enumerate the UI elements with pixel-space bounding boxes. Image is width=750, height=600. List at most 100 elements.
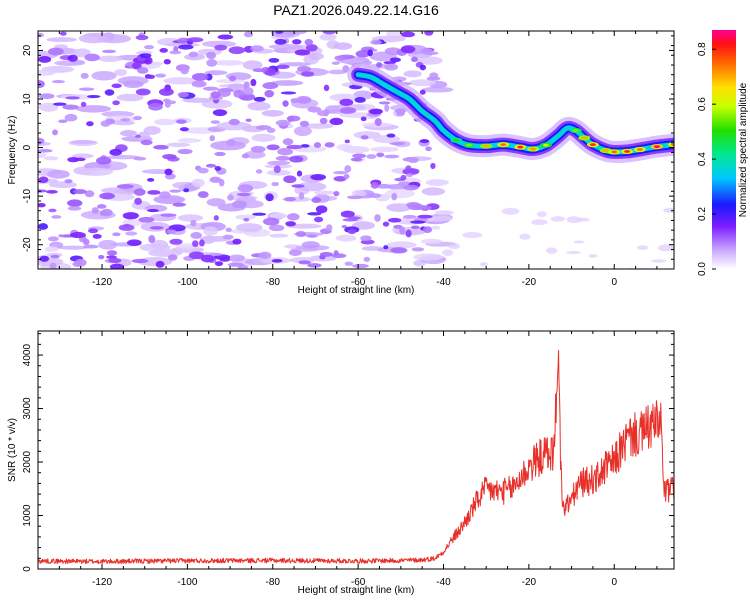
noise-haze-blob	[386, 203, 412, 212]
noise-blob	[411, 247, 425, 252]
x-tick-label: -100	[177, 277, 197, 288]
noise-haze-blob	[43, 156, 59, 161]
noise-blob	[99, 210, 110, 216]
noise-blob	[400, 45, 416, 54]
noise-blob	[264, 89, 275, 98]
noise-blob	[333, 170, 348, 175]
noise-blob	[360, 116, 367, 122]
snr-frame	[37, 330, 675, 570]
noise-blob	[135, 34, 149, 41]
noise-blob	[403, 184, 419, 191]
noise-blob	[58, 234, 64, 238]
noise-blob	[366, 154, 377, 159]
noise-blob	[82, 244, 99, 249]
noise-haze-blob	[296, 181, 327, 192]
noise-blob	[225, 227, 232, 233]
noise-faint-blob	[550, 216, 566, 222]
noise-blob	[284, 196, 296, 202]
ridge-hotspot-core	[483, 144, 490, 148]
noise-blob	[296, 170, 303, 177]
noise-blob	[295, 95, 312, 104]
noise-blob	[326, 224, 333, 231]
noise-blob	[319, 251, 333, 257]
noise-blob	[80, 101, 87, 107]
noise-blob	[38, 93, 55, 100]
y-tick-label: 20	[22, 44, 33, 56]
noise-blob	[96, 204, 107, 209]
y-tick-label: 0	[22, 144, 33, 150]
ridge-hotspot-core	[453, 138, 460, 142]
noise-haze-blob	[313, 190, 336, 195]
noise-blob	[163, 98, 171, 103]
noise-blob	[266, 144, 280, 151]
noise-blob	[384, 63, 399, 71]
noise-haze-blob	[421, 187, 445, 196]
noise-blob	[209, 176, 222, 183]
noise-blob	[133, 115, 142, 121]
ridge-hotspot-core	[589, 143, 596, 147]
noise-blob	[65, 96, 80, 100]
x-tick-label: -120	[92, 277, 112, 288]
noise-haze-blob	[235, 223, 263, 232]
noise-haze-blob	[78, 167, 114, 176]
noise-blob	[147, 190, 161, 195]
noise-blob	[190, 232, 203, 239]
noise-haze-blob	[329, 93, 358, 102]
x-tick-label: -60	[351, 577, 366, 588]
x-tick-label: -60	[351, 277, 366, 288]
noise-blob	[317, 110, 330, 117]
noise-blob	[100, 120, 111, 127]
noise-haze-blob	[38, 151, 47, 159]
noise-haze-blob	[201, 40, 236, 48]
noise-blob	[101, 49, 117, 54]
noise-haze-blob	[351, 221, 375, 230]
noise-blob	[160, 213, 177, 217]
noise-blob	[158, 88, 174, 96]
x-tick-label: -120	[92, 577, 112, 588]
colorbar-tick-label: 0.0	[697, 262, 708, 276]
noise-haze-blob	[386, 241, 417, 249]
noise-haze-blob	[201, 235, 216, 245]
colorbar-ticks: 0.0 0.2 0.4 0.6 0.8	[697, 42, 716, 276]
noise-faint-blob	[531, 219, 548, 226]
noise-haze-blob	[301, 241, 320, 249]
y-tick-label: 10	[22, 93, 33, 105]
noise-blob	[109, 148, 122, 156]
snr-y-label: SNR (10 * v/v)	[7, 418, 18, 482]
noise-haze-blob	[308, 52, 324, 60]
noise-blob	[217, 34, 234, 40]
colorbar-tick-label: 0.8	[697, 42, 708, 56]
noise-blob	[140, 139, 153, 146]
noise-blob	[47, 47, 64, 56]
snr-y-ticks: 0 1000 2000 3000 4000	[22, 333, 674, 572]
noise-blob	[370, 39, 382, 45]
noise-blob	[134, 197, 142, 205]
noise-blob	[315, 205, 328, 214]
noise-blob	[282, 100, 289, 107]
noise-haze-blob	[116, 93, 144, 102]
snr-x-ticks: -120 -100 -80 -60 -40 -20 0	[58, 331, 658, 588]
noise-blob	[307, 263, 322, 268]
noise-blob	[424, 31, 434, 36]
noise-blob	[133, 156, 147, 161]
noise-blob	[166, 229, 177, 235]
noise-blob	[271, 258, 283, 263]
noise-blob	[389, 57, 401, 63]
snr-plot-area	[38, 331, 674, 569]
noise-blob	[164, 168, 173, 176]
y-tick-label: 2000	[22, 450, 33, 473]
noise-haze-blob	[243, 150, 266, 159]
noise-blob	[147, 74, 156, 79]
x-tick-label: -40	[436, 577, 451, 588]
noise-blob	[298, 260, 311, 265]
noise-faint-blob	[573, 240, 585, 244]
y-tick-label: 3000	[22, 397, 33, 420]
noise-blob	[374, 118, 382, 127]
noise-haze-blob	[293, 126, 312, 137]
noise-blob	[333, 190, 340, 197]
noise-blob	[262, 217, 280, 226]
noise-blob	[38, 32, 44, 38]
noise-blob	[192, 240, 199, 248]
noise-blob	[78, 87, 95, 91]
